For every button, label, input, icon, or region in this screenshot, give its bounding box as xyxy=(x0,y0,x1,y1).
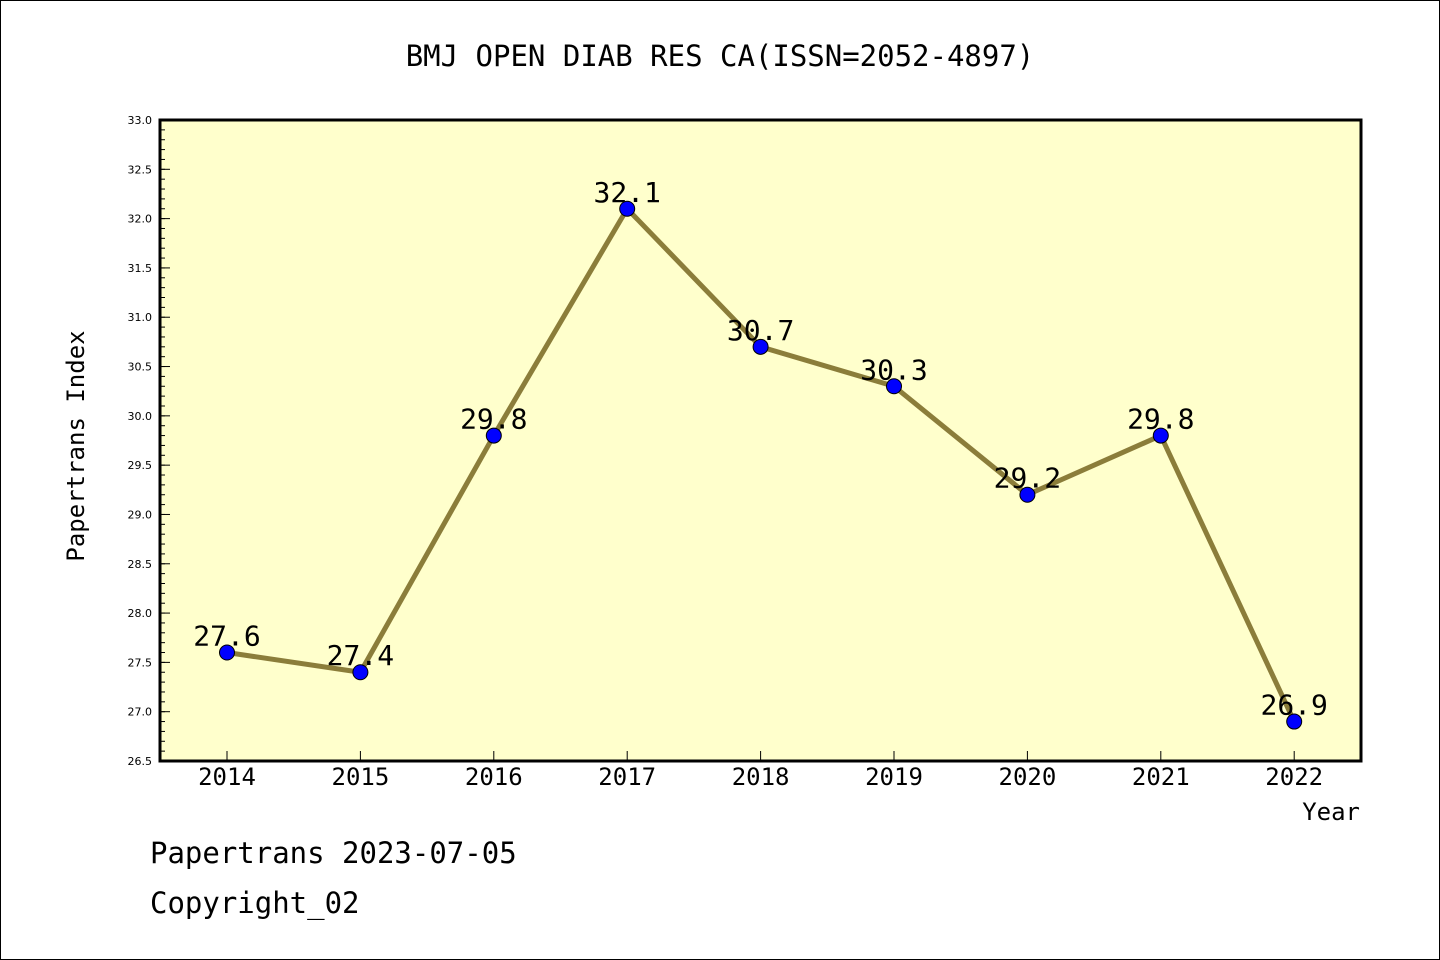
x-tick-label: 2016 xyxy=(465,763,523,791)
data-point xyxy=(1152,427,1169,444)
x-tick-label: 2022 xyxy=(1265,763,1323,791)
data-point xyxy=(1019,486,1036,503)
data-point xyxy=(485,427,502,444)
x-tick-label: 2021 xyxy=(1132,763,1190,791)
y-tick-label: 29.5 xyxy=(128,459,153,472)
x-tick-label: 2018 xyxy=(732,763,790,791)
footer-source: Papertrans 2023-07-05 xyxy=(150,836,517,870)
y-axis-ticks: 26.5 27.0 27.5 28.0 28.5 29.0 29.5 30.0 30.5 31.0… xyxy=(128,114,170,768)
x-tick-label: 2014 xyxy=(198,763,256,791)
data-label: 27.4 xyxy=(327,639,394,672)
y-tick-label: 26.5 xyxy=(128,755,153,768)
y-tick-label: 28.0 xyxy=(128,607,153,620)
x-tick-label: 2017 xyxy=(598,763,656,791)
y-tick-label: 32.0 xyxy=(128,213,153,226)
x-axis-ticks: 2014 2015 2016 2017 2018 2019 2020 2021 2022 xyxy=(198,751,1323,791)
x-axis-label: Year xyxy=(1302,798,1360,826)
y-axis-label: Papertrans Index xyxy=(62,330,90,561)
data-label: 32.1 xyxy=(593,176,660,209)
y-tick-label: 32.5 xyxy=(128,163,153,176)
data-labels: 27.6 27.4 29.8 32.1 30.7 30.3 29.2 29.8 26.9 xyxy=(193,176,1328,722)
x-tick-label: 2019 xyxy=(865,763,923,791)
footer-copyright: Copyright_02 xyxy=(150,886,360,920)
y-tick-label: 30.5 xyxy=(128,361,153,374)
data-points xyxy=(219,200,1303,730)
y-tick-label: 30.0 xyxy=(128,410,153,423)
x-tick-label: 2020 xyxy=(999,763,1057,791)
chart-title: BMJ OPEN DIAB RES CA(ISSN=2052-4897) xyxy=(406,39,1035,73)
data-point xyxy=(352,664,369,681)
y-tick-label: 27.0 xyxy=(128,706,153,719)
x-tick-label: 2015 xyxy=(332,763,390,791)
data-point xyxy=(1286,713,1303,730)
data-point xyxy=(619,200,636,217)
data-label: 29.2 xyxy=(994,462,1061,495)
data-label: 29.8 xyxy=(1127,403,1194,436)
y-tick-label: 31.5 xyxy=(128,262,153,275)
y-tick-label: 28.5 xyxy=(128,558,153,571)
data-point xyxy=(219,644,235,661)
data-point xyxy=(752,338,769,355)
data-label: 30.7 xyxy=(727,314,794,347)
data-point xyxy=(886,378,902,395)
y-tick-label: 33.0 xyxy=(128,114,153,127)
y-tick-label: 27.5 xyxy=(128,656,153,669)
y-tick-label: 31.0 xyxy=(128,311,153,324)
data-label: 30.3 xyxy=(860,353,927,386)
data-label: 26.9 xyxy=(1260,689,1327,722)
data-label: 27.6 xyxy=(193,620,260,653)
plot-border xyxy=(158,118,1363,763)
y-tick-label: 29.0 xyxy=(128,508,153,521)
data-label: 29.8 xyxy=(460,403,527,436)
